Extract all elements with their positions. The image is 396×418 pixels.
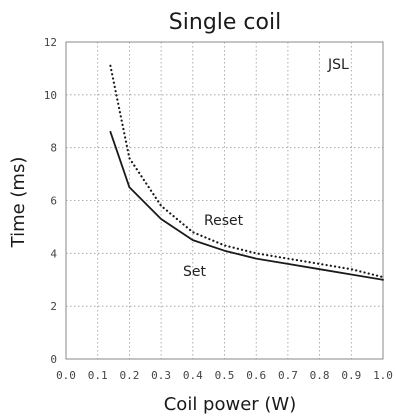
y-axis-label: Time (ms) bbox=[8, 157, 29, 249]
x-tick-label: 0.3 bbox=[151, 369, 171, 382]
series-line-set bbox=[109, 130, 384, 281]
x-tick-label: 0.5 bbox=[215, 369, 235, 382]
y-tick-label: 8 bbox=[50, 142, 57, 155]
chart-title: Single coil bbox=[169, 10, 281, 35]
y-tick-label: 6 bbox=[50, 195, 57, 208]
x-tick-label: 0.8 bbox=[310, 369, 330, 382]
x-tick-label: 0.0 bbox=[56, 369, 76, 382]
x-tick-label: 0.2 bbox=[119, 369, 139, 382]
x-tick-label: 0.1 bbox=[88, 369, 108, 382]
x-tick-label: 0.4 bbox=[183, 369, 203, 382]
reset-label: Reset bbox=[204, 213, 244, 229]
brand-label: JSL bbox=[327, 57, 349, 73]
x-tick-label: 1.0 bbox=[373, 369, 393, 382]
y-tick-label: 0 bbox=[50, 353, 57, 366]
set-label: Set bbox=[183, 264, 207, 280]
y-tick-label: 4 bbox=[50, 247, 57, 260]
x-tick-label: 0.7 bbox=[278, 369, 298, 382]
y-tick-label: 12 bbox=[44, 36, 57, 49]
x-tick-label: 0.6 bbox=[246, 369, 266, 382]
y-tick-label: 2 bbox=[50, 300, 57, 313]
y-tick-label: 10 bbox=[44, 89, 57, 102]
x-tick-label: 0.9 bbox=[341, 369, 361, 382]
series-group bbox=[109, 64, 385, 281]
x-axis-label: Coil power (W) bbox=[164, 394, 297, 415]
series-line-reset bbox=[109, 64, 385, 279]
grid bbox=[66, 42, 383, 359]
tick-labels: 0.0 0.1 0.2 0.3 0.4 0.5 0.6 0.7 0.8 0.9 1.0 0 2 4 6 8 10… bbox=[44, 36, 393, 382]
plot-frame bbox=[65, 41, 384, 360]
